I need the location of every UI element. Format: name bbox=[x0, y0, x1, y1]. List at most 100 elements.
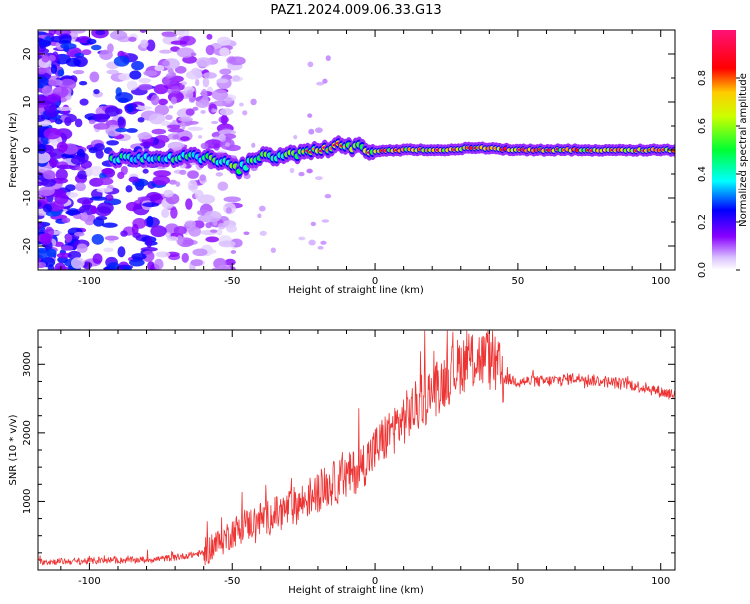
heatmap-cell bbox=[216, 78, 229, 84]
heatmap-cell bbox=[97, 202, 114, 214]
heatmap-cell bbox=[172, 134, 180, 140]
heatmap-cell bbox=[56, 252, 72, 259]
y-tick-label: 2000 bbox=[22, 420, 33, 445]
heatmap-cell bbox=[225, 207, 232, 214]
heatmap-cell bbox=[126, 128, 138, 133]
heatmap-cell bbox=[88, 119, 96, 125]
heatmap-cell bbox=[77, 197, 94, 205]
heatmap-cell bbox=[46, 248, 57, 258]
y-tick-label: -10 bbox=[22, 190, 33, 206]
heatmap-cell bbox=[159, 49, 172, 54]
heatmap-cell bbox=[60, 43, 77, 50]
x-tick-label: -50 bbox=[224, 276, 240, 287]
heatmap-cell bbox=[117, 246, 126, 258]
heatmap-cell bbox=[181, 123, 186, 130]
heatmap-cell bbox=[99, 49, 113, 60]
heatmap-cell bbox=[123, 266, 132, 270]
heatmap-cell bbox=[205, 236, 219, 243]
heatmap-cell bbox=[190, 52, 197, 57]
heatmap-cell bbox=[160, 120, 170, 126]
heatmap-cell bbox=[65, 184, 76, 192]
heatmap-cell bbox=[211, 89, 229, 101]
heatmap-cell bbox=[38, 249, 49, 260]
heatmap-cell bbox=[270, 247, 276, 253]
heatmap-cell bbox=[671, 148, 675, 153]
heatmap-cell bbox=[191, 189, 199, 194]
heatmap-cell bbox=[138, 77, 152, 84]
heatmap-cell bbox=[173, 225, 187, 235]
heatmap-cell bbox=[79, 98, 89, 106]
heatmap-cell bbox=[56, 266, 69, 270]
heatmap-cell bbox=[128, 176, 140, 183]
heatmap-cell bbox=[316, 81, 325, 86]
heatmap-cell bbox=[210, 229, 218, 233]
heatmap-cell bbox=[308, 128, 315, 135]
heatmap-cell bbox=[65, 233, 73, 243]
heatmap-cell bbox=[298, 171, 305, 177]
heatmap-cell bbox=[107, 262, 120, 270]
heatmap-cell bbox=[74, 118, 83, 128]
heatmap-cell bbox=[251, 142, 256, 148]
heatmap-cell bbox=[150, 94, 160, 106]
heatmap-cell bbox=[38, 40, 51, 47]
heatmap-cell bbox=[90, 205, 97, 215]
heatmap-cell bbox=[60, 245, 74, 251]
heatmap-cell bbox=[188, 226, 202, 237]
heatmap-cell bbox=[176, 235, 184, 246]
heatmap-cell bbox=[190, 224, 197, 228]
heatmap-cell bbox=[92, 253, 103, 264]
heatmap-cell bbox=[148, 113, 166, 125]
heatmap-cell bbox=[54, 118, 63, 125]
heatmap-cell bbox=[202, 77, 210, 88]
heatmap-cell bbox=[219, 68, 232, 75]
x-tick-label: 0 bbox=[372, 576, 378, 587]
heatmap-cell bbox=[147, 261, 155, 270]
x-tick-label: 100 bbox=[651, 576, 670, 587]
heatmap-cell bbox=[95, 30, 106, 36]
heatmap-cell bbox=[113, 55, 130, 67]
heatmap-cell bbox=[181, 252, 189, 263]
heatmap-cell bbox=[78, 81, 88, 86]
heatmap-cell bbox=[129, 70, 142, 80]
heatmap-cell bbox=[104, 106, 120, 117]
snr-series-line bbox=[38, 330, 675, 566]
heatmap-cell bbox=[131, 223, 139, 235]
x-tick-label: -50 bbox=[224, 576, 240, 587]
heatmap-cell bbox=[259, 230, 267, 236]
heatmap-cell bbox=[142, 168, 149, 174]
y-tick-label: 10 bbox=[22, 96, 33, 109]
heatmap-cell bbox=[81, 212, 88, 221]
heatmap-cell bbox=[95, 150, 104, 159]
heatmap-cell bbox=[168, 105, 174, 109]
heatmap-cell bbox=[115, 92, 133, 103]
heatmap-cell bbox=[77, 170, 88, 180]
heatmap-cell bbox=[103, 247, 114, 253]
x-tick-label: -100 bbox=[78, 576, 101, 587]
heatmap-cell bbox=[187, 126, 204, 131]
heatmap-cell bbox=[43, 144, 54, 153]
heatmap-cell bbox=[154, 65, 165, 72]
snr-x-axis-label: Height of straight line (km) bbox=[288, 585, 424, 596]
heatmap-cell bbox=[41, 178, 57, 187]
heatmap-cell bbox=[155, 251, 171, 258]
heatmap-cell bbox=[43, 169, 56, 180]
heatmap-cell bbox=[200, 142, 209, 150]
heatmap-cell bbox=[57, 69, 65, 77]
colorbar: 0.0 0.2 0.4 0.6 0.8 Normalized spectral ampl… bbox=[697, 30, 749, 278]
heatmap-cell bbox=[89, 71, 100, 83]
heatmap-cell bbox=[188, 184, 199, 190]
heatmap-cell bbox=[104, 235, 119, 241]
heatmap-cell bbox=[89, 196, 107, 201]
heatmap-cell bbox=[204, 139, 223, 149]
heatmap-cell bbox=[163, 189, 174, 198]
heatmap-cell bbox=[216, 228, 223, 236]
heatmap-cell bbox=[259, 205, 266, 212]
heatmap-cell bbox=[56, 106, 72, 112]
heatmap-cell bbox=[239, 102, 244, 107]
heatmap-cell bbox=[178, 116, 193, 122]
snr-panel: -100 -50 0 50 100 1000 2000 3000 Height of stra… bbox=[8, 329, 676, 596]
heatmap-cell bbox=[322, 78, 328, 84]
heatmap-cell bbox=[49, 158, 58, 168]
